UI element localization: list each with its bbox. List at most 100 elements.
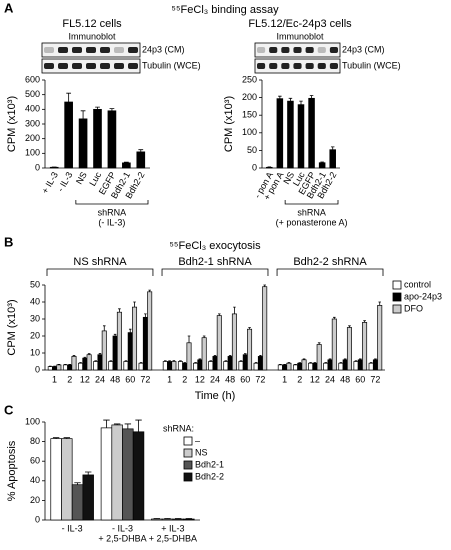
x-tick-label: 60 — [125, 374, 135, 384]
chart-title: ⁵⁵FeCl₃ exocytosis — [169, 240, 261, 252]
bar — [71, 356, 77, 371]
error-bar — [94, 360, 97, 362]
x-tick-label: 2 — [297, 374, 302, 384]
bar — [182, 362, 188, 371]
bar — [172, 518, 184, 521]
error-bar — [330, 146, 335, 150]
bar — [171, 361, 177, 371]
x-tick-label: 60 — [240, 374, 250, 384]
blot-band — [128, 47, 138, 53]
error-bar — [363, 320, 366, 323]
bar — [132, 431, 145, 521]
group-label: Bdh2-1 shRNA — [178, 256, 252, 268]
group-label: Bdh2-2 shRNA — [293, 256, 367, 268]
error-bar — [53, 365, 56, 367]
bar — [123, 361, 129, 371]
bar — [277, 364, 283, 371]
y-tick-label: 40 — [30, 475, 40, 485]
group-bracket — [161, 268, 269, 276]
x-tick-label: 48 — [340, 374, 350, 384]
error-bar — [294, 363, 297, 365]
bar — [78, 118, 88, 169]
bar — [82, 474, 94, 521]
panel-label: B — [4, 234, 13, 249]
blot-band — [114, 47, 124, 53]
bar — [147, 291, 153, 371]
blot-band — [305, 47, 314, 53]
blot-band — [72, 47, 82, 53]
bar — [197, 359, 203, 371]
blot-band — [100, 63, 110, 69]
bar — [316, 344, 322, 371]
blot-band — [293, 47, 302, 53]
bracket-label: (- IL-3) — [98, 217, 125, 227]
blot-band — [100, 47, 110, 53]
bar — [100, 427, 113, 521]
y-tick-label: 150 — [242, 110, 257, 120]
bar — [161, 518, 174, 521]
error-bar — [109, 108, 115, 111]
bar — [183, 518, 195, 521]
bar — [142, 316, 148, 371]
blot-band — [269, 63, 278, 69]
blot-band — [86, 47, 96, 53]
blot-heading: Immunoblot — [68, 31, 116, 41]
error-bar — [164, 360, 167, 362]
bar — [167, 361, 173, 371]
error-bar — [224, 360, 228, 362]
legend-label: Bdh2-1 — [195, 459, 224, 469]
legend-swatch — [183, 448, 193, 458]
blot-band — [281, 47, 290, 53]
x-tick-label: - IL-3 — [112, 523, 133, 533]
error-bar — [113, 423, 121, 425]
error-bar — [128, 328, 132, 333]
bar — [227, 356, 233, 371]
panel-label: A — [4, 0, 14, 15]
bar — [61, 438, 73, 521]
error-bar — [124, 423, 132, 429]
error-bar — [278, 95, 282, 99]
error-bar — [254, 362, 258, 364]
bar — [223, 361, 229, 371]
y-tick-label: 600 — [25, 74, 40, 84]
x-tick-label: + IL-3 — [161, 523, 184, 533]
error-bar — [348, 325, 351, 328]
bar — [52, 366, 58, 371]
bar — [122, 428, 134, 521]
blot-band — [305, 63, 314, 69]
bar — [318, 162, 326, 169]
bar — [368, 362, 374, 371]
bar — [112, 335, 118, 371]
error-bar — [80, 110, 86, 119]
error-bar — [309, 95, 314, 99]
error-bar — [79, 362, 82, 364]
error-bar — [85, 471, 92, 475]
error-bar — [133, 301, 136, 308]
error-bar — [66, 92, 72, 102]
error-bar — [378, 301, 382, 306]
blot-band — [329, 47, 338, 53]
legend-label: Bdh2-2 — [195, 471, 224, 481]
error-bar — [172, 360, 176, 362]
bar — [93, 108, 102, 169]
y-tick-label: 0 — [35, 364, 40, 374]
y-axis-label: % Apoptosis — [6, 440, 18, 501]
error-bar — [263, 284, 266, 287]
bar — [301, 359, 307, 371]
legend-label: – — [195, 435, 200, 445]
error-bar — [124, 360, 128, 362]
bar — [282, 364, 288, 371]
group-bracket — [276, 268, 384, 276]
legend-swatch — [183, 436, 193, 446]
error-bar — [103, 419, 110, 428]
legend-swatch — [183, 472, 193, 482]
bar — [132, 306, 138, 371]
x-tick-label: 72 — [370, 374, 380, 384]
blot-band — [293, 63, 302, 69]
y-tick-label: 500 — [25, 89, 40, 99]
bar — [353, 361, 359, 371]
y-tick-label: 100 — [25, 416, 40, 426]
bar — [78, 362, 84, 371]
bar — [257, 356, 263, 371]
